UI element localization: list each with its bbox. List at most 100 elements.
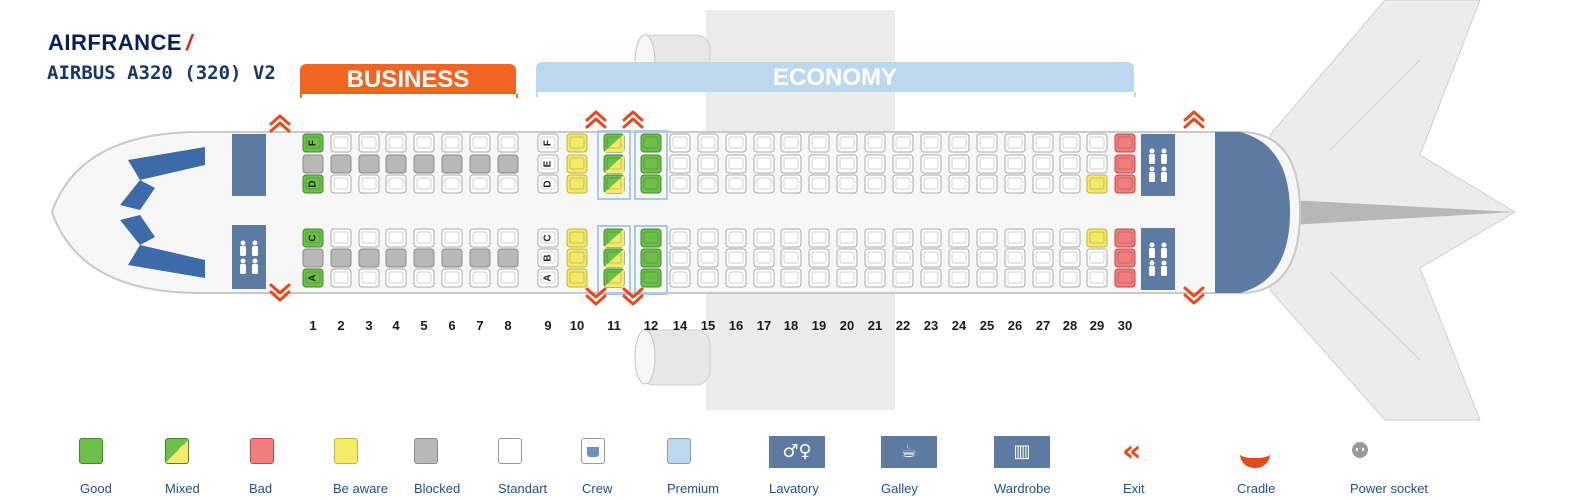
seat[interactable] [1004, 154, 1026, 174]
seat[interactable] [725, 268, 747, 288]
seat[interactable] [497, 133, 519, 153]
seat[interactable] [1004, 133, 1026, 153]
seat[interactable] [808, 174, 830, 194]
seat[interactable] [976, 154, 998, 174]
seat[interactable] [976, 228, 998, 248]
seat[interactable] [1059, 248, 1081, 268]
seat[interactable] [640, 154, 662, 174]
seat[interactable] [1004, 174, 1026, 194]
seat[interactable] [603, 154, 625, 174]
seat[interactable] [808, 154, 830, 174]
seat[interactable] [385, 133, 407, 153]
seat[interactable] [780, 228, 802, 248]
seat[interactable] [753, 268, 775, 288]
seat[interactable] [640, 174, 662, 194]
seat[interactable] [566, 154, 588, 174]
seat[interactable] [640, 228, 662, 248]
seat[interactable] [441, 228, 463, 248]
seat[interactable] [836, 133, 858, 153]
seat[interactable] [469, 228, 491, 248]
seat[interactable] [892, 268, 914, 288]
seat[interactable] [697, 154, 719, 174]
seat[interactable] [836, 174, 858, 194]
seat[interactable] [1086, 228, 1108, 248]
seat[interactable] [948, 248, 970, 268]
seat[interactable] [948, 228, 970, 248]
seat[interactable] [948, 174, 970, 194]
seat[interactable] [469, 154, 491, 174]
seat[interactable] [441, 174, 463, 194]
seat[interactable] [753, 228, 775, 248]
seat[interactable] [892, 228, 914, 248]
seat[interactable] [836, 268, 858, 288]
seat[interactable] [1032, 133, 1054, 153]
seat[interactable] [753, 248, 775, 268]
seat[interactable] [669, 248, 691, 268]
seat[interactable] [864, 154, 886, 174]
seat[interactable] [669, 228, 691, 248]
seat[interactable] [808, 268, 830, 288]
seat[interactable] [413, 228, 435, 248]
seat[interactable] [892, 154, 914, 174]
seat[interactable] [640, 133, 662, 153]
seat[interactable] [976, 133, 998, 153]
seat[interactable] [976, 174, 998, 194]
seat[interactable] [948, 268, 970, 288]
seat[interactable] [1114, 248, 1136, 268]
seat[interactable] [413, 133, 435, 153]
seat[interactable] [603, 248, 625, 268]
seat[interactable] [1086, 154, 1108, 174]
seat[interactable] [469, 248, 491, 268]
seat[interactable] [1086, 268, 1108, 288]
seat[interactable] [780, 133, 802, 153]
seat[interactable] [1114, 154, 1136, 174]
seat[interactable] [948, 154, 970, 174]
seat[interactable] [697, 133, 719, 153]
seat[interactable] [566, 228, 588, 248]
seat[interactable] [358, 154, 380, 174]
seat[interactable] [976, 248, 998, 268]
seat[interactable] [669, 268, 691, 288]
seat[interactable] [413, 268, 435, 288]
seat[interactable]: F [302, 133, 324, 153]
seat[interactable] [920, 268, 942, 288]
seat[interactable] [725, 228, 747, 248]
seat[interactable] [497, 228, 519, 248]
seat[interactable]: E [537, 154, 559, 174]
seat[interactable] [808, 133, 830, 153]
seat[interactable] [1032, 174, 1054, 194]
seat[interactable] [753, 174, 775, 194]
seat[interactable] [497, 268, 519, 288]
seat[interactable] [469, 268, 491, 288]
seat[interactable]: A [537, 268, 559, 288]
seat[interactable] [302, 248, 324, 268]
seat[interactable] [864, 268, 886, 288]
seat[interactable] [330, 268, 352, 288]
seat[interactable] [603, 228, 625, 248]
seat[interactable] [669, 133, 691, 153]
seat[interactable] [358, 174, 380, 194]
seat[interactable] [753, 154, 775, 174]
seat[interactable]: A [302, 268, 324, 288]
seat[interactable] [780, 154, 802, 174]
seat[interactable] [864, 133, 886, 153]
seat[interactable] [1004, 228, 1026, 248]
seat[interactable] [864, 174, 886, 194]
seat[interactable] [1086, 248, 1108, 268]
seat[interactable] [385, 228, 407, 248]
seat[interactable] [497, 248, 519, 268]
seat[interactable] [920, 228, 942, 248]
seat[interactable] [948, 133, 970, 153]
seat[interactable] [330, 248, 352, 268]
seat[interactable] [330, 154, 352, 174]
seat[interactable]: D [537, 174, 559, 194]
seat[interactable] [566, 174, 588, 194]
seat[interactable]: B [537, 248, 559, 268]
seat[interactable]: F [537, 133, 559, 153]
seat[interactable] [566, 268, 588, 288]
seat[interactable] [697, 174, 719, 194]
seat[interactable] [330, 133, 352, 153]
seat[interactable] [385, 268, 407, 288]
seat[interactable] [864, 248, 886, 268]
seat[interactable] [566, 133, 588, 153]
